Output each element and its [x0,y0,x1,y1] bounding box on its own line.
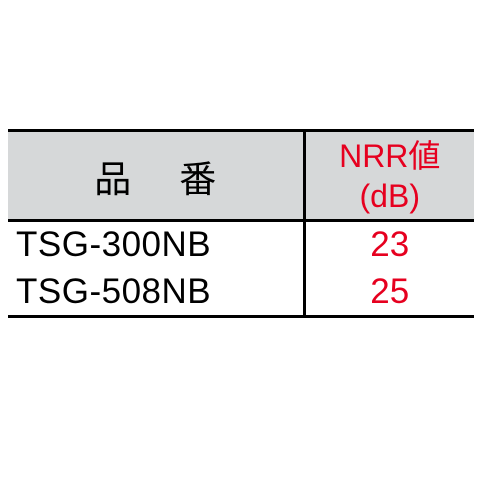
header-nrr-line2: (dB) [360,178,420,214]
header-part-number: 品番 [8,131,304,221]
table-row: TSG-300NB 23 [8,221,474,269]
header-nrr-line1: NRR値 [339,138,440,174]
cell-nrr-value: 25 [304,269,474,317]
cell-part-number: TSG-508NB [8,269,304,317]
cell-nrr-value: 23 [304,221,474,269]
spec-table-container: 品番 NRR値 (dB) TSG-300NB 23 TSG-508NB 25 [8,129,474,318]
header-nrr: NRR値 (dB) [304,131,474,221]
table-header-row: 品番 NRR値 (dB) [8,131,474,221]
cell-part-number: TSG-300NB [8,221,304,269]
spec-table: 品番 NRR値 (dB) TSG-300NB 23 TSG-508NB 25 [8,129,474,318]
table-row: TSG-508NB 25 [8,269,474,317]
